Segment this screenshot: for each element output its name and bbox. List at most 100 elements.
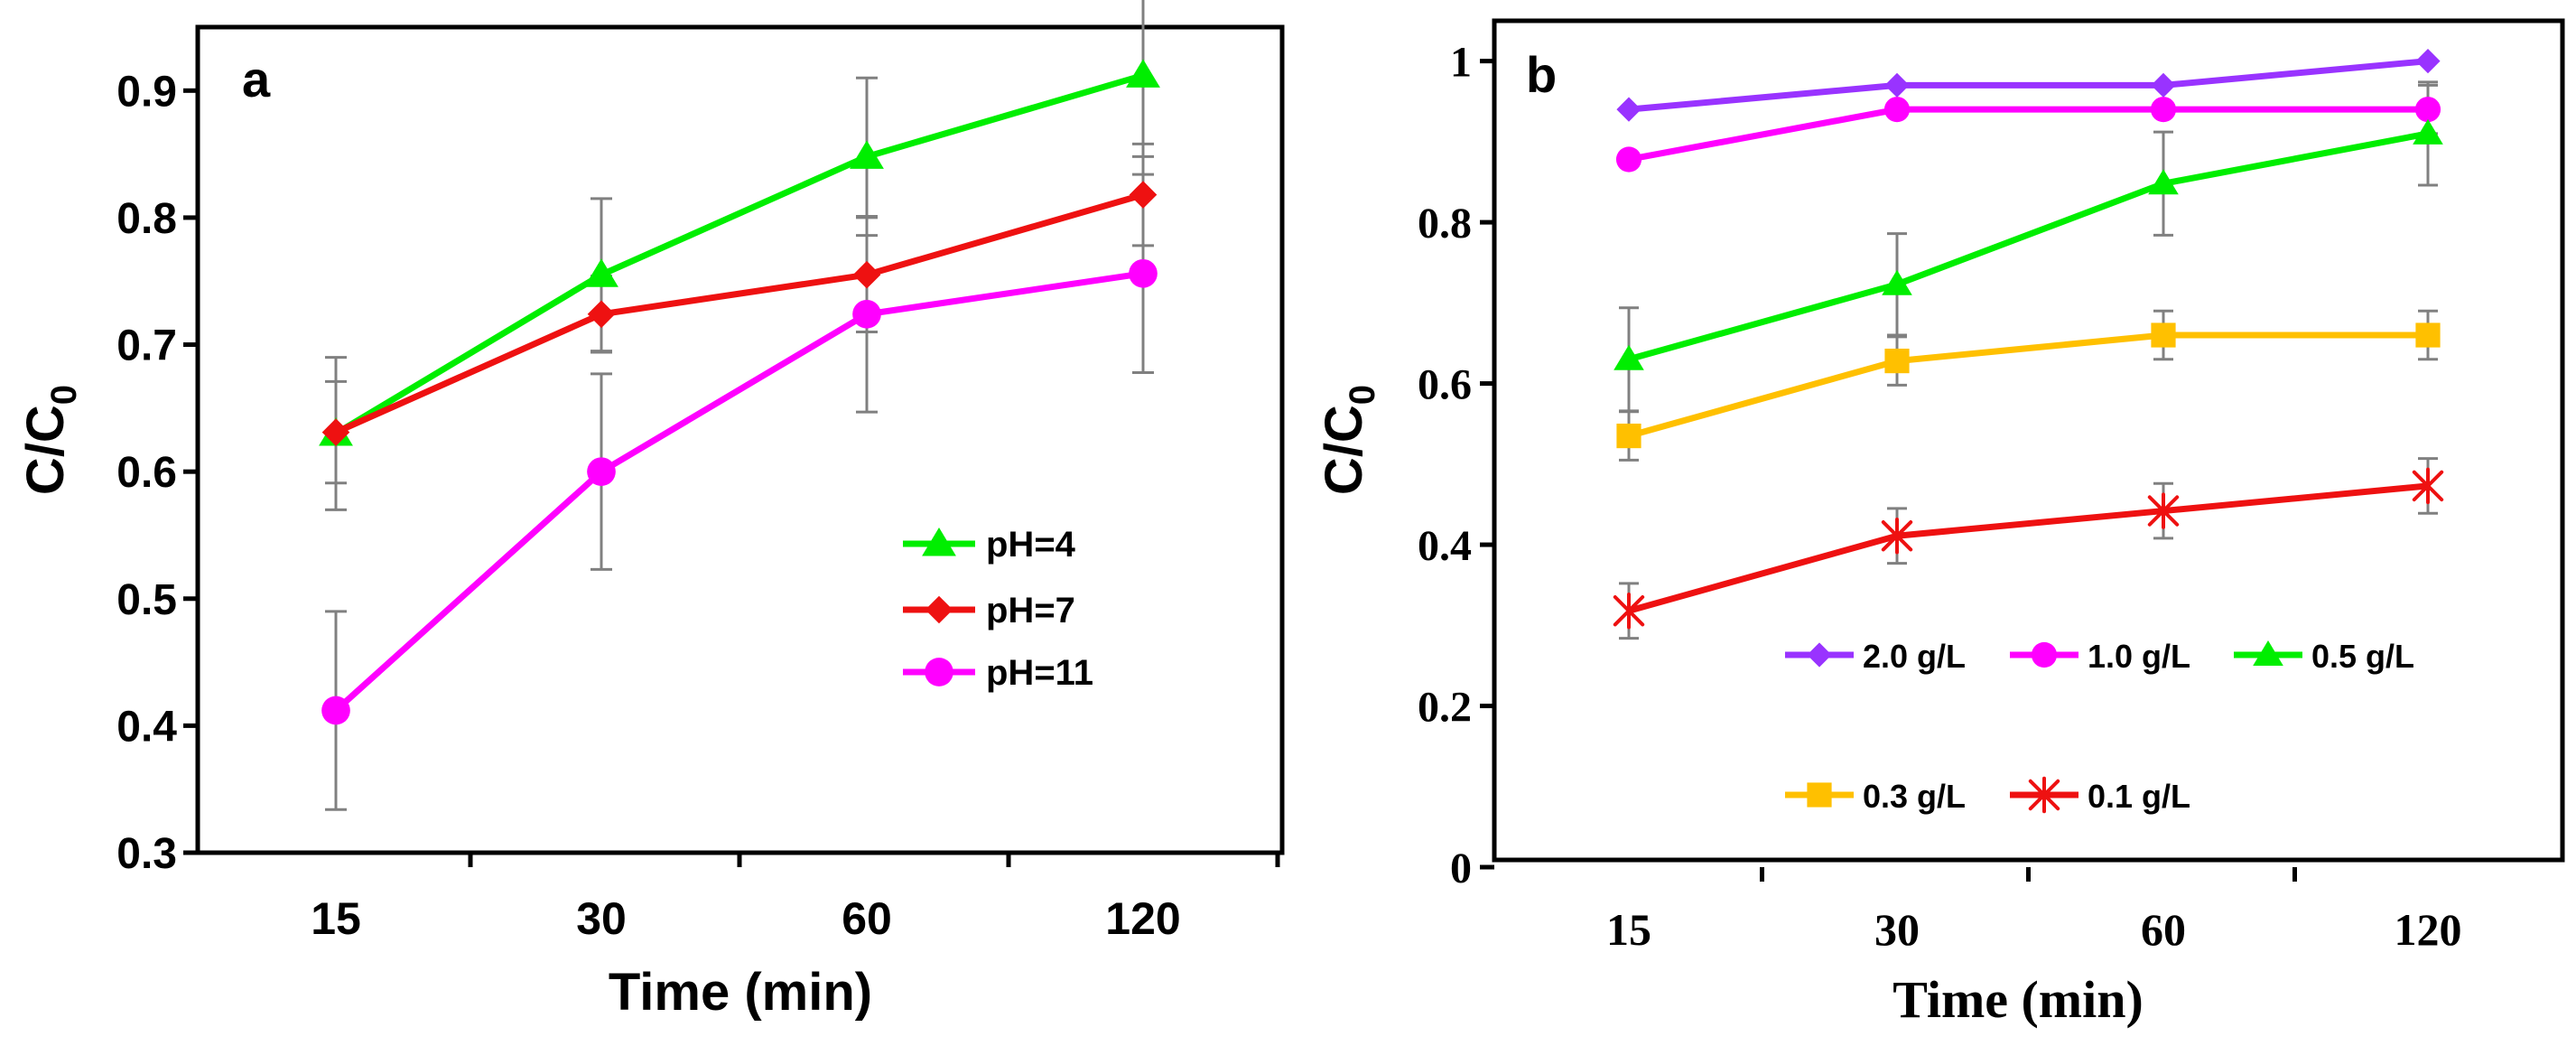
panel-a-legend: pH=4 pH=7 pH=11 xyxy=(903,525,1093,693)
panel-a-ytick-label-1: 0.4 xyxy=(116,703,177,751)
panel-a-point-ph-11-60 xyxy=(852,299,881,329)
panel-b-point-0-5-g-l-15 xyxy=(1613,344,1644,370)
panel-b-xtick-label-120: 120 xyxy=(2395,904,2462,955)
panel-b-legend-label-0-5-g-l: 0.5 g/L xyxy=(2311,638,2414,675)
panel-a-xtick-label-120: 120 xyxy=(1105,893,1180,944)
panel-a-ylabel-sub: 0 xyxy=(44,385,84,405)
panel-b-ytick-label-3: 0.6 xyxy=(1418,361,1472,409)
panel-a-line-ph-4 xyxy=(334,72,1144,436)
panel-b-label: b xyxy=(1526,46,1557,103)
panel-b-point-0-1-g-l-120 xyxy=(2412,467,2444,505)
panel-a-point-ph-7-30 xyxy=(587,300,616,329)
panel-a-legend-label-ph-4: pH=4 xyxy=(986,525,1076,565)
panel-b-xtick-label-30: 30 xyxy=(1874,904,1920,955)
panel-b-legend-item-0-1-g-l: 0.1 g/L xyxy=(2010,776,2190,815)
svg-text:C/C0: C/C0 xyxy=(1315,385,1382,495)
panel-a-xlabel: Time (min) xyxy=(609,963,872,1022)
panel-a-label: a xyxy=(242,51,271,107)
panel-b-line-0-1-g-l xyxy=(1628,482,2429,614)
panel-a-legend-item-ph-4: pH=4 xyxy=(903,525,1076,565)
panel-b-point-1-0-g-l-30 xyxy=(1883,97,1911,123)
panel-b-xtick-label-15: 15 xyxy=(1606,904,1651,955)
panel-b-chart: b Time (min) C/C0 00.20.40.60.81 15 30 60 1… xyxy=(1315,18,2565,1029)
panel-b-line-1-0-g-l xyxy=(1628,106,2428,163)
panel-b-point-1-0-g-l-120 xyxy=(2414,97,2441,123)
panel-b-legend-marker-0-5-g-l xyxy=(2253,640,2283,666)
panel-a-point-ph-7-120 xyxy=(1129,181,1158,209)
panel-b-point-2-0-g-l-15 xyxy=(1616,97,1641,122)
panel-b-point-2-0-g-l-120 xyxy=(2415,49,2441,74)
panel-b-legend-item-0-3-g-l: 0.3 g/L xyxy=(1785,778,1966,815)
panel-a-point-ph-7-60 xyxy=(852,260,881,289)
panel-b-point-2-0-g-l-30 xyxy=(1884,72,1910,98)
panel-b-point-0-1-g-l-30 xyxy=(1881,517,1913,555)
panel-b-point-0-3-g-l-60 xyxy=(2151,322,2176,348)
panel-b-ytick-label-4: 0.8 xyxy=(1418,200,1472,247)
panel-a-ylabel-main: C/C xyxy=(16,405,75,495)
panel-b-ytick-label-2: 0.4 xyxy=(1418,522,1472,570)
panel-b-ytick-label-0: 0 xyxy=(1450,845,1472,892)
panel-a-xtick-label-15: 15 xyxy=(311,893,361,944)
panel-b-xlabel: Time (min) xyxy=(1892,970,2144,1029)
panel-a-ytick-label-2: 0.5 xyxy=(116,576,177,624)
panel-a-ytick-label-0: 0.3 xyxy=(116,830,177,878)
panel-b-point-1-0-g-l-60 xyxy=(2150,97,2177,123)
panel-b-legend-marker-1-0-g-l xyxy=(2031,641,2058,668)
panel-a-point-ph-4-60 xyxy=(850,140,884,169)
panel-b-legend-label-1-0-g-l: 1.0 g/L xyxy=(2088,638,2190,675)
panel-a-point-ph-4-30 xyxy=(584,258,618,287)
panel-a-chart: a Time (min) C/C0 0.30.40.50.60.70.80.9 … xyxy=(16,0,1285,1022)
panel-b-point-0-1-g-l-15 xyxy=(1613,592,1645,630)
panel-a-point-ph-7-15 xyxy=(321,418,350,446)
panel-b-line-0-3-g-l xyxy=(1628,332,2428,439)
panel-b-legend-label-2-0-g-l: 2.0 g/L xyxy=(1863,638,1966,675)
panel-a-ytick-label-6: 0.9 xyxy=(116,68,177,116)
panel-a-legend-marker-ph-4 xyxy=(922,528,956,556)
panel-b-point-0-3-g-l-15 xyxy=(1616,423,1641,449)
panel-b-point-1-0-g-l-15 xyxy=(1615,146,1642,173)
panel-b-plot-frame xyxy=(1492,18,2565,863)
panel-b-point-0-1-g-l-60 xyxy=(2147,492,2180,529)
panel-b-ylabel: C/C0 xyxy=(1315,385,1382,495)
panel-b-ylabel-sub: 0 xyxy=(1343,385,1382,405)
panel-a-line-ph-11 xyxy=(333,270,1144,714)
panel-a-ytick-label-4: 0.7 xyxy=(116,322,177,370)
panel-a-ytick-label-3: 0.6 xyxy=(116,449,177,497)
panel-b-legend-label-0-1-g-l: 0.1 g/L xyxy=(2088,778,2190,815)
panel-a-xtick-label-30: 30 xyxy=(576,893,627,944)
panel-a-point-ph-4-120 xyxy=(1126,59,1160,88)
panel-b-ylabel-main: C/C xyxy=(1315,405,1373,495)
panel-b-legend-marker-0-3-g-l xyxy=(1807,782,1832,808)
panel-b-point-0-5-g-l-60 xyxy=(2148,169,2179,195)
panel-b-ytick-label-1: 0.2 xyxy=(1418,684,1472,732)
panel-b-legend-item-0-5-g-l: 0.5 g/L xyxy=(2234,638,2414,675)
svg-text:C/C0: C/C0 xyxy=(16,385,84,495)
panel-b-legend-label-0-3-g-l: 0.3 g/L xyxy=(1863,778,1966,815)
panel-a-ytick-label-5: 0.8 xyxy=(116,195,177,243)
panel-b-point-0-3-g-l-120 xyxy=(2415,322,2441,348)
panel-b-legend-marker-2-0-g-l xyxy=(1807,642,1832,668)
panel-b-ytick-label-5: 1 xyxy=(1450,39,1472,87)
panel-b-point-0-5-g-l-30 xyxy=(1882,269,1912,295)
panel-a-line-ph-7 xyxy=(334,191,1144,435)
panel-b-point-0-3-g-l-30 xyxy=(1884,348,1910,374)
panel-b-legend: 2.0 g/L 1.0 g/L 0.5 g/L 0.3 g/L 0.1 g/L xyxy=(1785,638,2414,815)
panel-a-legend-label-ph-7: pH=7 xyxy=(986,591,1075,630)
panel-b-legend-item-1-0-g-l: 1.0 g/L xyxy=(2010,638,2190,675)
panel-a-point-ph-11-15 xyxy=(321,696,350,725)
panel-a-point-ph-11-120 xyxy=(1129,258,1158,288)
panel-a-point-ph-11-30 xyxy=(587,457,616,486)
panel-b-legend-marker-0-1-g-l xyxy=(2028,776,2060,814)
panel-b-line-2-0-g-l xyxy=(1628,58,2429,113)
panel-a-legend-marker-ph-11 xyxy=(925,658,953,686)
panel-b-legend-item-2-0-g-l: 2.0 g/L xyxy=(1785,638,1966,675)
panel-b-xtick-label-60: 60 xyxy=(2141,904,2186,955)
panel-a-legend-item-ph-11: pH=11 xyxy=(903,653,1093,693)
panel-a-ylabel: C/C0 xyxy=(16,385,84,495)
panel-b-line-0-5-g-l xyxy=(1628,130,2429,363)
panel-a-xtick-label-60: 60 xyxy=(842,893,892,944)
panel-a-legend-marker-ph-7 xyxy=(925,595,953,624)
panel-b-point-2-0-g-l-60 xyxy=(2151,72,2176,98)
panel-a-plot-frame xyxy=(195,24,1285,855)
